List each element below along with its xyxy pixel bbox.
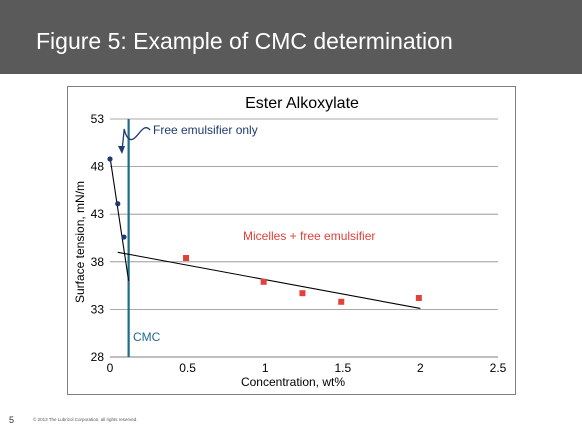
data-point-blue: [115, 201, 121, 207]
annotation-free-emulsifier: Free emulsifier only: [153, 123, 258, 137]
y-axis-label: Surface tension, mN/m: [73, 181, 87, 303]
annotation-micelles: Micelles + free emulsifier: [243, 229, 375, 243]
slide-header: Figure 5: Example of CMC determination: [0, 0, 582, 74]
chart-frame: [67, 86, 516, 395]
grid-layer: [110, 118, 498, 310]
data-point-red: [183, 254, 190, 261]
y-tick-label: 53: [91, 112, 105, 126]
y-tick-label: 48: [91, 160, 105, 174]
data-point-blue: [121, 234, 127, 240]
x-tick-label: 1: [262, 361, 269, 375]
callout-arrowhead: [118, 146, 125, 154]
y-tick-label: 43: [91, 207, 105, 221]
callout-arrow: [121, 127, 151, 151]
data-point-red: [415, 294, 422, 301]
data-point-blue: [107, 156, 113, 162]
cmc-chart: 28 33 38 43 48 53 0 0.5 1 1.5 2 2.5 Ester Alkoxylat…: [73, 95, 507, 389]
page-number: 5: [9, 415, 15, 425]
point-layer: [107, 156, 422, 305]
y-tick-label: 33: [91, 302, 105, 316]
chart-title: Ester Alkoxylate: [245, 95, 359, 112]
slide-title: Figure 5: Example of CMC determination: [36, 28, 453, 54]
x-tick-label: 2.5: [490, 361, 507, 375]
y-tick-label: 28: [91, 350, 105, 364]
trend-line-steep: [109, 156, 130, 281]
x-axis-label: Concentration, wt%: [241, 375, 345, 389]
x-tick-label: 1.5: [334, 361, 351, 375]
data-point-red: [338, 298, 345, 305]
copyright: © 2013 The Lubrizol Corporation, all rig…: [33, 417, 138, 422]
data-point-red: [299, 290, 306, 297]
data-point-red: [260, 278, 267, 285]
line-layer: [109, 119, 421, 357]
axis-layer: 28 33 38 43 48 53 0 0.5 1 1.5 2 2.5: [91, 112, 507, 375]
trend-line-shallow: [117, 251, 421, 309]
x-tick-label: 0: [107, 361, 114, 375]
cmc-label: CMC: [133, 330, 161, 344]
x-tick-label: 0.5: [179, 361, 196, 375]
footer: 5 © 2013 The Lubrizol Corporation, all r…: [0, 412, 582, 439]
x-tick-label: 2: [417, 361, 424, 375]
y-tick-label: 38: [91, 255, 105, 269]
